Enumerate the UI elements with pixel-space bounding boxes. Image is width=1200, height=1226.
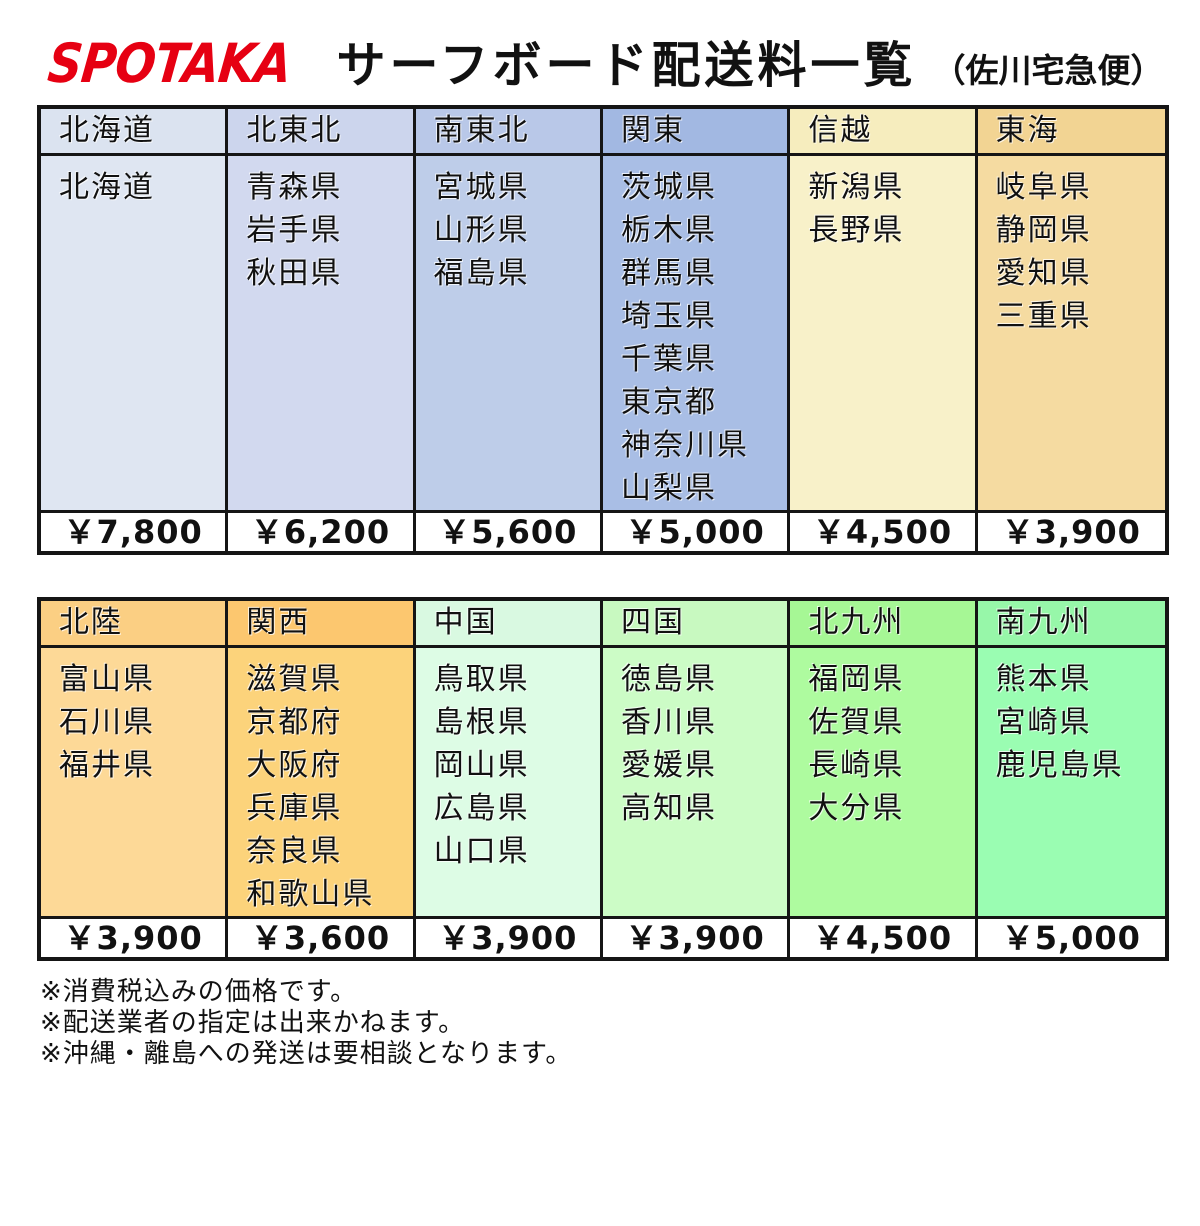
page-title: SPOTAKA サーフボード配送料一覧 （佐川宅急便）	[45, 26, 1200, 95]
region-header: 東海	[977, 109, 1165, 156]
price-cell: ￥4,500	[790, 919, 975, 957]
main-title: サーフボード配送料一覧	[336, 37, 917, 94]
price-cell: ￥3,900	[415, 919, 600, 957]
prefecture-list: 宮城県 山形県 福島県	[415, 156, 600, 513]
region-header: 北東北	[228, 109, 413, 156]
region-column: 北東北 青森県 岩手県 秋田県 ￥6,200	[228, 109, 416, 551]
region-header: 関東	[602, 109, 788, 156]
region-header: 南東北	[415, 109, 600, 156]
carrier-subtitle: （佐川宅急便）	[932, 51, 1164, 90]
footnote-line: ※沖縄・離島への発送は要相談となります。	[40, 1039, 573, 1069]
price-cell: ￥3,900	[602, 919, 788, 957]
region-column: 東海 岐阜県 静岡県 愛知県 三重県 ￥3,900	[977, 109, 1165, 551]
region-column: 関西 滋賀県 京都府 大阪府 兵庫県 奈良県 和歌山県 ￥3,600	[228, 601, 416, 957]
footnotes: ※消費税込みの価格です。 ※配送業者の指定は出来かねます。 ※沖縄・離島への発送…	[40, 977, 1200, 1070]
footnote-line: ※消費税込みの価格です。	[40, 977, 358, 1007]
region-column: 中国 鳥取県 島根県 岡山県 広島県 山口県 ￥3,900	[415, 601, 603, 957]
region-column: 北陸 富山県 石川県 福井県 ￥3,900	[41, 601, 229, 957]
region-column: 関東 茨城県 栃木県 群馬県 埼玉県 千葉県 東京都 神奈川県 山梨県 ￥5,0…	[602, 109, 791, 551]
region-column: 北九州 福岡県 佐賀県 長崎県 大分県 ￥4,500	[790, 601, 978, 957]
price-cell: ￥5,000	[602, 513, 788, 551]
region-header: 北九州	[790, 601, 975, 648]
prefecture-list: 新潟県 長野県	[790, 156, 975, 513]
price-cell: ￥5,600	[415, 513, 600, 551]
brand-logo: SPOTAKA	[45, 32, 295, 95]
prefecture-list: 青森県 岩手県 秋田県	[228, 156, 413, 513]
price-cell: ￥3,900	[977, 513, 1165, 551]
price-cell: ￥5,000	[977, 919, 1165, 957]
region-column: 南東北 宮城県 山形県 福島県 ￥5,600	[415, 109, 603, 551]
region-column: 四国 徳島県 香川県 愛媛県 高知県 ￥3,900	[602, 601, 791, 957]
region-header: 北陸	[41, 601, 226, 648]
price-cell: ￥6,200	[228, 513, 413, 551]
price-cell: ￥3,900	[41, 919, 226, 957]
price-cell: ￥7,800	[41, 513, 226, 551]
prefecture-list: 茨城県 栃木県 群馬県 埼玉県 千葉県 東京都 神奈川県 山梨県	[602, 156, 788, 513]
prefecture-list: 福岡県 佐賀県 長崎県 大分県	[790, 648, 975, 919]
prefecture-list: 熊本県 宮崎県 鹿児島県	[977, 648, 1165, 919]
prefecture-list: 岐阜県 静岡県 愛知県 三重県	[977, 156, 1165, 513]
prefecture-list: 鳥取県 島根県 岡山県 広島県 山口県	[415, 648, 600, 919]
region-header: 南九州	[977, 601, 1165, 648]
price-cell: ￥3,600	[228, 919, 413, 957]
region-header: 中国	[415, 601, 600, 648]
region-column: 南九州 熊本県 宮崎県 鹿児島県 ￥5,000	[977, 601, 1165, 957]
region-header: 北海道	[41, 109, 226, 156]
prefecture-list: 北海道	[41, 156, 226, 513]
region-column: 信越 新潟県 長野県 ￥4,500	[790, 109, 978, 551]
region-header: 関西	[228, 601, 413, 648]
prefecture-list: 徳島県 香川県 愛媛県 高知県	[602, 648, 788, 919]
region-header: 信越	[790, 109, 975, 156]
region-column: 北海道 北海道 ￥7,800	[41, 109, 229, 551]
footnote-line: ※配送業者の指定は出来かねます。	[40, 1008, 466, 1038]
fee-table-east: 北海道 北海道 ￥7,800 北東北 青森県 岩手県 秋田県 ￥6,200 南東…	[37, 105, 1169, 555]
fee-table-west: 北陸 富山県 石川県 福井県 ￥3,900 関西 滋賀県 京都府 大阪府 兵庫県…	[37, 597, 1169, 961]
prefecture-list: 富山県 石川県 福井県	[41, 648, 226, 919]
prefecture-list: 滋賀県 京都府 大阪府 兵庫県 奈良県 和歌山県	[228, 648, 413, 919]
price-cell: ￥4,500	[790, 513, 975, 551]
region-header: 四国	[602, 601, 788, 648]
